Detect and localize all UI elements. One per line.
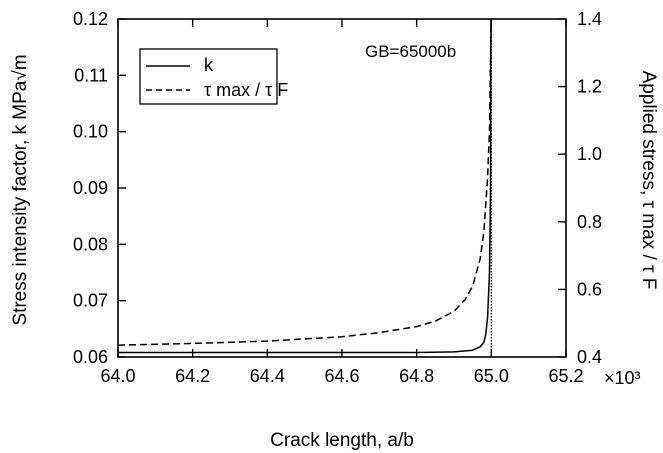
series-k-line [118,18,492,354]
y-right-tick-label: 1.2 [577,77,602,97]
legend-label-k: k [204,55,214,75]
x-tick-label: 64.4 [250,366,285,386]
legend: k τ max / τ F [139,48,288,105]
x-tick-label: 65.0 [474,366,509,386]
x-tick-label: 64.8 [399,366,434,386]
y-left-tick-label: 0.08 [73,234,108,254]
y-axis-label-right: Applied stress, τ max / τ F [638,71,659,290]
legend-box [139,48,278,105]
y-left-tick-label: 0.09 [73,178,108,198]
x-axis-label: Crack length, a/b [270,430,414,451]
x-tick-label: 64.6 [324,366,359,386]
y-left-tick-label: 0.06 [73,347,108,367]
x-tick-label: 64.2 [175,366,210,386]
y-right-tick-label: 0.4 [577,347,602,367]
x-tick-label: 65.2 [548,366,583,386]
x-tick-label: 64.0 [100,366,135,386]
series-tau-line [117,18,492,346]
x-axis-multiplier: ×10³ [604,368,641,388]
y-right-tick-label: 0.8 [577,212,602,232]
legend-label-tau: τ max / τ F [204,80,288,100]
y-left-tick-label: 0.10 [73,122,108,142]
y-right-tick-label: 1.4 [577,9,602,29]
y-left-tick-label: 0.12 [73,9,108,29]
y-left-tick-label: 0.11 [74,65,108,85]
y-right-tick-label: 1.0 [577,144,602,164]
grain-boundary-annotation: GB=65000b [365,42,456,61]
tick-labels: 64.0 64.2 64.4 64.6 64.8 65.0 65.2 0.06 0.07 0.08… [73,9,602,386]
y-right-tick-label: 0.6 [577,279,602,299]
y-left-tick-label: 0.07 [73,291,108,311]
y-axis-label-left: Stress intensity factor, k MPa√m [10,54,31,325]
